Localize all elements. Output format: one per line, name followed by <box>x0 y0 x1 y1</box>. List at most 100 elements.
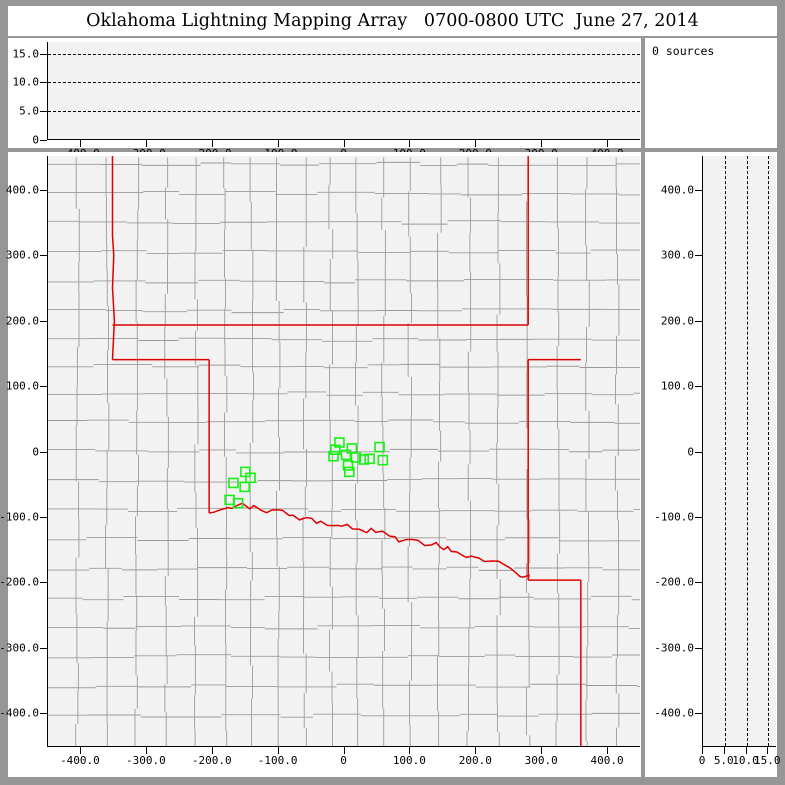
altitude-vs-east-west-panel: 05.010.015.0-400.0-300.0-200.0-100.00100… <box>8 38 641 160</box>
x-axis-label: -200.0 <box>191 754 232 767</box>
lightning-source-marker <box>232 497 244 509</box>
gridline-vertical <box>746 156 748 746</box>
x-axis-tick <box>607 140 609 147</box>
source-count-label: 0 sources <box>652 44 715 58</box>
lightning-source-marker <box>374 441 385 453</box>
state-borders-layer <box>111 156 582 746</box>
y-axis-tick <box>40 451 47 453</box>
y-axis-label: 100.0 <box>660 379 694 393</box>
y-axis-tick <box>695 647 702 649</box>
y-axis-label: 300.0 <box>5 248 39 262</box>
altitude-vs-east-west-plot[interactable] <box>47 42 640 140</box>
plan-view-map-panel: -400.0 -300.0 -200.0 -100.0 0 100.0 200.0 300.0… <box>0 152 641 777</box>
x-axis-label: -100.0 <box>257 754 298 767</box>
x-axis-tick <box>343 747 345 754</box>
y-axis-tick <box>695 516 702 518</box>
map-geography <box>48 156 640 746</box>
y-axis-tick <box>40 713 47 714</box>
x-axis-label: 10.0 <box>732 754 759 767</box>
x-axis-tick <box>541 747 543 754</box>
gridline-horizontal <box>48 111 640 113</box>
y-axis-tick <box>695 713 702 714</box>
x-axis-label: -400.0 <box>60 754 100 767</box>
x-axis-tick <box>745 747 747 754</box>
y-axis-label: 400.0 <box>5 183 39 197</box>
x-axis-tick <box>409 747 411 754</box>
y-axis-label: -300.0 <box>654 641 694 655</box>
source-count-panel: 0 sources <box>645 38 777 148</box>
lightning-sources-layer <box>224 437 389 509</box>
y-axis-label: -200.0 <box>654 575 694 589</box>
x-axis-label: 0 <box>698 754 706 767</box>
y-axis-label: 0 <box>687 445 694 458</box>
lightning-source-marker <box>343 466 355 478</box>
x-axis-tick <box>607 747 609 754</box>
y-axis-label: -100.0 <box>654 510 694 524</box>
y-axis-tick <box>40 189 47 191</box>
x-axis-tick <box>723 747 725 754</box>
x-axis-tick <box>211 747 213 754</box>
state-border-red-river-ok-tx <box>209 502 530 581</box>
y-axis-tick <box>40 111 47 113</box>
lightning-source-marker <box>330 444 341 455</box>
lightning-source-marker <box>364 453 375 465</box>
x-axis-tick <box>409 140 411 147</box>
x-axis-label: 0 <box>340 754 347 767</box>
x-axis-tick <box>277 747 279 754</box>
y-axis-label: 0 <box>32 445 39 458</box>
x-axis-tick <box>211 140 213 147</box>
x-axis-label: 15.0 <box>754 754 781 767</box>
x-axis-tick <box>79 747 81 754</box>
x-axis-label: 100.0 <box>392 754 426 767</box>
y-axis-tick <box>695 189 702 191</box>
y-axis-label: 5.0 <box>19 104 39 118</box>
plan-view-map-plot[interactable] <box>47 156 640 747</box>
lightning-source-marker <box>377 454 389 466</box>
y-axis-tick <box>40 647 47 649</box>
x-axis-tick <box>702 747 703 754</box>
y-axis-label: 0 <box>32 133 39 147</box>
y-axis-label: 15.0 <box>12 47 40 61</box>
y-axis-label: -400.0 <box>0 706 39 720</box>
title-bar: Oklahoma Lightning Mapping Array 0700-08… <box>8 6 777 36</box>
x-axis-tick <box>343 140 345 147</box>
x-axis-label: -300.0 <box>125 754 166 767</box>
x-axis-tick <box>145 747 147 754</box>
altitude-vs-north-south-sources <box>703 156 776 746</box>
gridline-vertical <box>724 156 726 746</box>
x-axis-tick <box>277 140 279 147</box>
y-axis-tick <box>40 53 47 55</box>
y-axis-tick <box>695 386 702 388</box>
y-axis-label: -400.0 <box>654 706 694 720</box>
gridline-vertical <box>768 156 770 746</box>
altitude-vs-east-west-sources <box>48 42 640 139</box>
x-axis-tick <box>767 747 769 754</box>
gridline-horizontal <box>48 53 640 55</box>
page-title: Oklahoma Lightning Mapping Array 0700-08… <box>86 11 699 31</box>
y-axis-tick <box>695 582 702 584</box>
altitude-vs-north-south-plot[interactable] <box>702 156 776 747</box>
x-axis-label: 400.0 <box>590 754 624 767</box>
y-axis-tick <box>40 320 47 322</box>
x-axis-label: 200.0 <box>458 754 492 767</box>
x-axis-label: 300.0 <box>524 754 558 767</box>
y-axis-tick <box>40 82 47 84</box>
y-axis-tick <box>40 582 47 584</box>
county-borders-layer <box>48 157 640 746</box>
x-axis-tick <box>79 140 81 147</box>
lightning-source-marker <box>340 449 352 461</box>
y-axis-label: 300.0 <box>660 248 694 262</box>
y-axis-tick <box>40 255 47 257</box>
altitude-vs-north-south-panel: -400.0 -300.0 -200.0 -100.0 0 100.0 200.0 300.0… <box>645 152 781 777</box>
lightning-source-marker <box>228 477 239 489</box>
y-axis-label: -100.0 <box>0 510 39 524</box>
y-axis-tick <box>695 451 702 453</box>
y-axis-label: 400.0 <box>660 183 694 197</box>
y-axis-tick <box>695 255 702 257</box>
lightning-source-marker <box>350 452 362 463</box>
x-axis-label: 5.0 <box>713 754 734 767</box>
y-axis-label: -300.0 <box>0 641 39 655</box>
y-axis-label: 100.0 <box>5 379 39 393</box>
x-axis-tick <box>541 140 543 147</box>
